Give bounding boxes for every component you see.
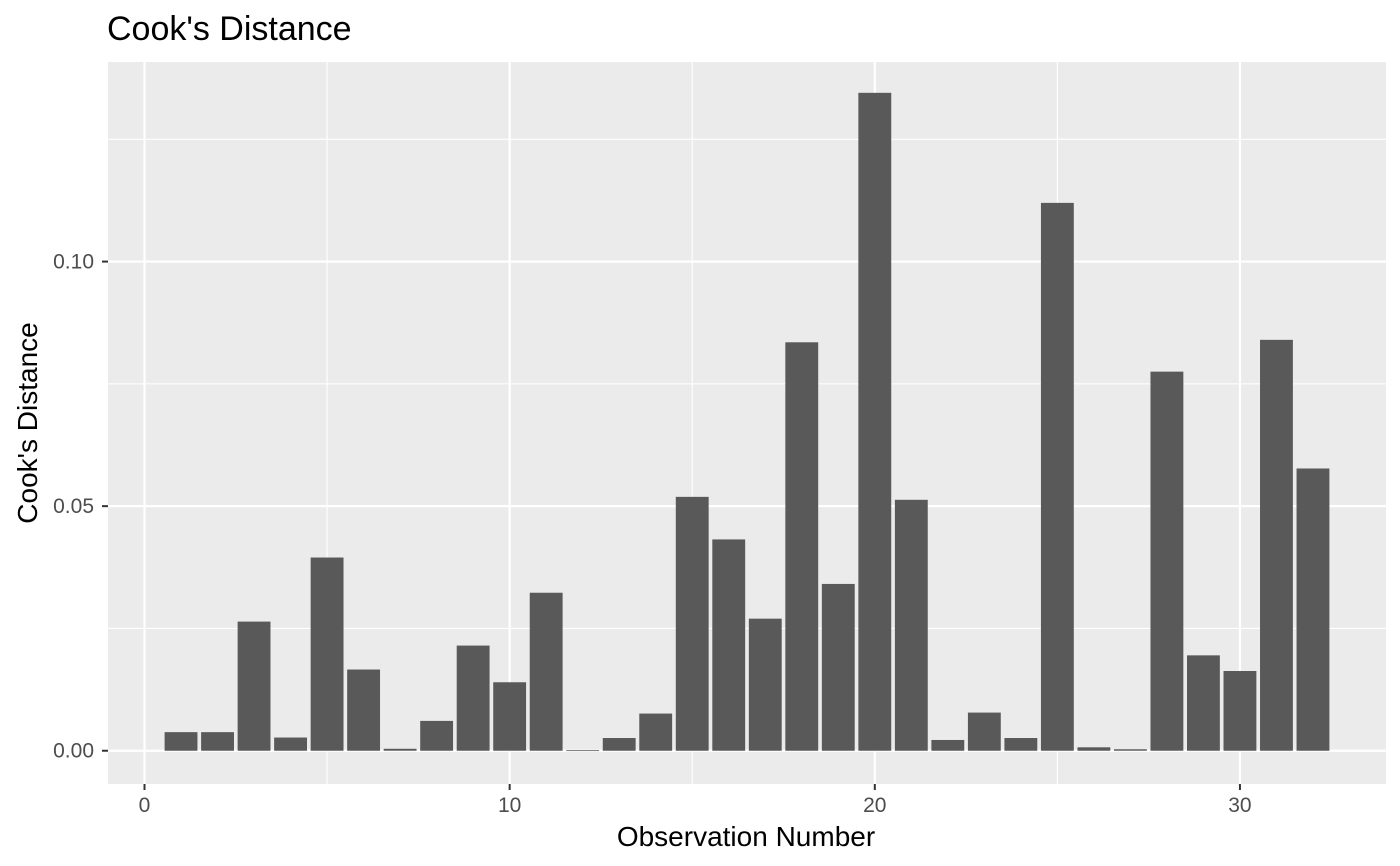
bar (237, 621, 271, 751)
bar (1077, 747, 1111, 751)
y-tick-label: 0.05 (53, 495, 94, 518)
bar (529, 592, 563, 751)
bars (164, 92, 1330, 752)
bar (1004, 738, 1038, 751)
bar (1223, 671, 1257, 751)
y-tick-label: 0.00 (53, 740, 94, 763)
x-tick-label: 10 (498, 794, 521, 817)
x-tick-label: 0 (139, 794, 151, 817)
bar (1296, 468, 1330, 751)
bar (858, 92, 892, 751)
bar (931, 739, 965, 751)
bar (821, 583, 855, 751)
bar (675, 496, 709, 751)
bar (420, 720, 454, 751)
y-axis-ticks: 0.00 0.05 0.10 (53, 251, 108, 763)
bar (1186, 655, 1220, 751)
bar (566, 750, 600, 752)
bar (894, 499, 928, 751)
bar (712, 539, 746, 751)
bar (274, 737, 308, 751)
bar (493, 682, 527, 751)
x-axis-title: Observation Number (617, 821, 875, 852)
bar (456, 645, 490, 751)
bar (967, 712, 1001, 751)
x-tick-label: 20 (863, 794, 886, 817)
bar (1260, 339, 1293, 751)
bar (383, 748, 417, 751)
y-tick-label: 0.10 (53, 251, 94, 274)
x-tick-label: 30 (1228, 794, 1251, 817)
chart-title: Cook's Distance (107, 10, 352, 48)
bar (201, 732, 234, 751)
bar (639, 713, 673, 751)
bar (1113, 749, 1147, 751)
bar (748, 618, 782, 751)
bar (785, 342, 819, 751)
x-axis-ticks: 0 10 20 30 (139, 784, 1252, 817)
bar (164, 732, 198, 751)
bar (1040, 202, 1074, 751)
y-axis-title: Cook's Distance (12, 322, 43, 523)
bar (1150, 371, 1184, 751)
bar (310, 557, 344, 751)
bar (347, 669, 381, 751)
bar (602, 738, 636, 751)
